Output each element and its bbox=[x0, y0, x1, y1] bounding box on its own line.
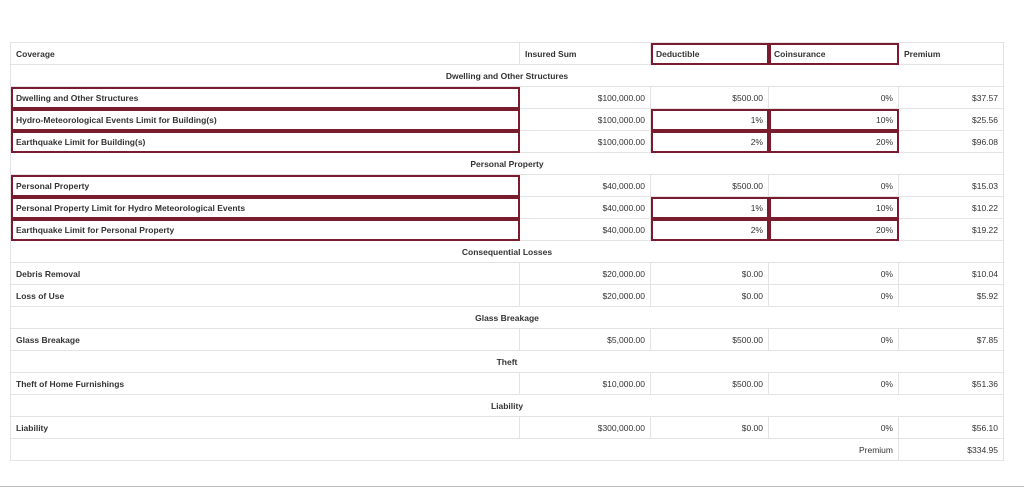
section-row: Liability bbox=[10, 394, 1004, 417]
insured-sum-cell: $20,000.00 bbox=[519, 262, 651, 285]
total-premium-value: $334.95 bbox=[898, 438, 1004, 461]
coverage-header: Coverage bbox=[10, 42, 520, 65]
table-row: Hydro-Meteorological Events Limit for Bu… bbox=[10, 108, 1004, 131]
deductible-cell: $500.00 bbox=[650, 174, 769, 197]
premium-cell: $51.36 bbox=[898, 372, 1004, 395]
table-row: Earthquake Limit for Personal Property $… bbox=[10, 218, 1004, 241]
table-row: Liability $300,000.00 $0.00 0% $56.10 bbox=[10, 416, 1004, 439]
insured-sum-cell: $40,000.00 bbox=[519, 218, 651, 241]
coverage-name: Dwelling and Other Structures bbox=[10, 86, 520, 109]
section-row: Glass Breakage bbox=[10, 306, 1004, 329]
section-title: Dwelling and Other Structures bbox=[10, 64, 1004, 87]
coverage-name: Personal Property Limit for Hydro Meteor… bbox=[10, 196, 520, 219]
table-row: Earthquake Limit for Building(s) $100,00… bbox=[10, 130, 1004, 153]
coinsurance-cell: 0% bbox=[768, 86, 899, 109]
insured-sum-cell: $100,000.00 bbox=[519, 86, 651, 109]
premium-cell: $10.04 bbox=[898, 262, 1004, 285]
section-row: Theft bbox=[10, 350, 1004, 373]
table-row: Loss of Use $20,000.00 $0.00 0% $5.92 bbox=[10, 284, 1004, 307]
table-row: Dwelling and Other Structures $100,000.0… bbox=[10, 86, 1004, 109]
table-row: Theft of Home Furnishings $10,000.00 $50… bbox=[10, 372, 1004, 395]
premium-cell: $56.10 bbox=[898, 416, 1004, 439]
deductible-cell: $0.00 bbox=[650, 284, 769, 307]
premium-cell: $19.22 bbox=[898, 218, 1004, 241]
table-row: Personal Property Limit for Hydro Meteor… bbox=[10, 196, 1004, 219]
coinsurance-header: Coinsurance bbox=[768, 42, 899, 65]
premium-cell: $5.92 bbox=[898, 284, 1004, 307]
insured-sum-cell: $10,000.00 bbox=[519, 372, 651, 395]
coverage-table: Coverage Insured Sum Deductible Coinsura… bbox=[10, 42, 1004, 461]
premium-cell: $15.03 bbox=[898, 174, 1004, 197]
deductible-cell: 2% bbox=[650, 218, 769, 241]
coverage-name: Loss of Use bbox=[10, 284, 520, 307]
section-title: Glass Breakage bbox=[10, 306, 1004, 329]
deductible-cell: $500.00 bbox=[650, 328, 769, 351]
insured-sum-cell: $100,000.00 bbox=[519, 130, 651, 153]
insured-sum-cell: $100,000.00 bbox=[519, 108, 651, 131]
insured-sum-header: Insured Sum bbox=[519, 42, 651, 65]
coinsurance-cell: 10% bbox=[768, 196, 899, 219]
deductible-cell: $0.00 bbox=[650, 416, 769, 439]
premium-header: Premium bbox=[898, 42, 1004, 65]
deductible-cell: $500.00 bbox=[650, 372, 769, 395]
premium-cell: $10.22 bbox=[898, 196, 1004, 219]
header-row: Coverage Insured Sum Deductible Coinsura… bbox=[10, 42, 1004, 65]
coverage-name: Debris Removal bbox=[10, 262, 520, 285]
section-title: Liability bbox=[10, 394, 1004, 417]
deductible-header: Deductible bbox=[650, 42, 769, 65]
total-row: Premium $334.95 bbox=[10, 438, 1004, 461]
bottom-divider bbox=[0, 486, 1024, 487]
coinsurance-cell: 0% bbox=[768, 284, 899, 307]
section-row: Dwelling and Other Structures bbox=[10, 64, 1004, 87]
total-premium-label: Premium bbox=[10, 438, 899, 461]
table-row: Debris Removal $20,000.00 $0.00 0% $10.0… bbox=[10, 262, 1004, 285]
coinsurance-cell: 0% bbox=[768, 372, 899, 395]
coverage-name: Hydro-Meteorological Events Limit for Bu… bbox=[10, 108, 520, 131]
insured-sum-cell: $5,000.00 bbox=[519, 328, 651, 351]
insured-sum-cell: $40,000.00 bbox=[519, 196, 651, 219]
deductible-cell: 2% bbox=[650, 130, 769, 153]
insured-sum-cell: $20,000.00 bbox=[519, 284, 651, 307]
coverage-name: Glass Breakage bbox=[10, 328, 520, 351]
insured-sum-cell: $300,000.00 bbox=[519, 416, 651, 439]
coverage-name: Theft of Home Furnishings bbox=[10, 372, 520, 395]
deductible-cell: 1% bbox=[650, 196, 769, 219]
coverage-name: Earthquake Limit for Personal Property bbox=[10, 218, 520, 241]
section-title: Theft bbox=[10, 350, 1004, 373]
coinsurance-cell: 0% bbox=[768, 328, 899, 351]
coverage-name: Earthquake Limit for Building(s) bbox=[10, 130, 520, 153]
coinsurance-cell: 0% bbox=[768, 174, 899, 197]
coinsurance-cell: 0% bbox=[768, 262, 899, 285]
section-row: Personal Property bbox=[10, 152, 1004, 175]
coverage-name: Personal Property bbox=[10, 174, 520, 197]
section-row: Consequential Losses bbox=[10, 240, 1004, 263]
coinsurance-cell: 20% bbox=[768, 218, 899, 241]
premium-cell: $96.08 bbox=[898, 130, 1004, 153]
coverage-name: Liability bbox=[10, 416, 520, 439]
premium-cell: $37.57 bbox=[898, 86, 1004, 109]
coinsurance-cell: 20% bbox=[768, 130, 899, 153]
table-row: Personal Property $40,000.00 $500.00 0% … bbox=[10, 174, 1004, 197]
section-title: Consequential Losses bbox=[10, 240, 1004, 263]
deductible-cell: $0.00 bbox=[650, 262, 769, 285]
coinsurance-cell: 0% bbox=[768, 416, 899, 439]
table-row: Glass Breakage $5,000.00 $500.00 0% $7.8… bbox=[10, 328, 1004, 351]
premium-cell: $7.85 bbox=[898, 328, 1004, 351]
deductible-cell: $500.00 bbox=[650, 86, 769, 109]
section-title: Personal Property bbox=[10, 152, 1004, 175]
deductible-cell: 1% bbox=[650, 108, 769, 131]
coinsurance-cell: 10% bbox=[768, 108, 899, 131]
premium-cell: $25.56 bbox=[898, 108, 1004, 131]
insured-sum-cell: $40,000.00 bbox=[519, 174, 651, 197]
